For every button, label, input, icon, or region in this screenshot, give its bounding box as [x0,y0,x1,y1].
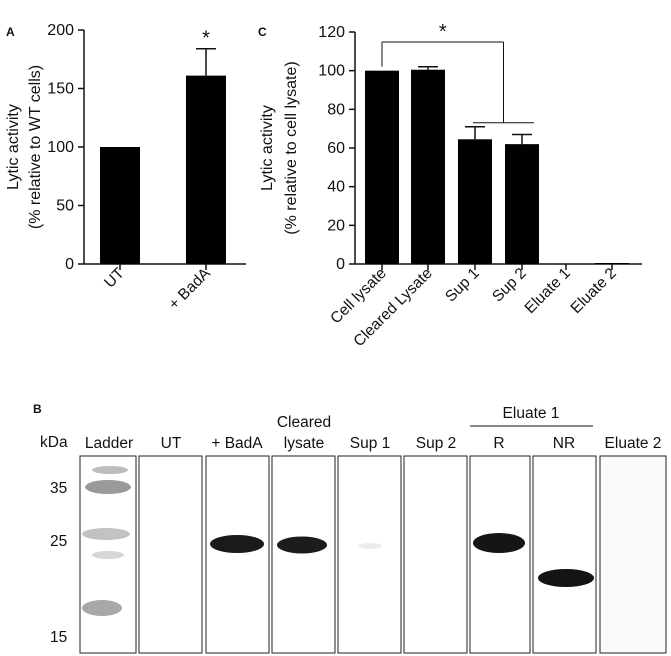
chart-a-x-tick-label: + BadA [166,264,215,313]
chart-c-y-tick-label: 20 [327,217,345,234]
chart-c-y-tick-label: 120 [318,24,345,41]
lane-label-ut: UT [161,435,182,452]
panel-letter-c: C [258,25,267,39]
chart-c-bar [458,139,492,264]
ladder-band-mid [92,551,124,559]
chart-c-y-tick-label: 40 [327,179,345,196]
chart-a-y-tick-label: 200 [47,22,74,39]
marker-25: 25 [50,533,67,550]
chart-c-x-tick-label: Eluate 1 [522,265,574,317]
band-bada [210,535,264,553]
lane-label-nr: NR [553,435,575,452]
chart-c-y-tick-label: 80 [327,101,345,118]
chart-a-y-tick-label: 50 [56,198,74,215]
chart-a-y-tick-label: 150 [47,81,74,98]
chart-a-significance-star: * [202,28,210,50]
lane-ut [138,455,203,654]
chart-c-bar [505,144,539,264]
ladder-band-15 [82,600,122,616]
lane-bada [205,455,270,654]
chart-a-y-label-line: Lytic activity [5,104,22,190]
lane-r [469,455,531,654]
chart-c-bar [411,69,445,264]
kda-label: kDa [40,434,68,451]
band-sup1-faint [358,543,382,549]
lane-label-cleared-lysate: lysate [284,435,325,452]
chart-c-y-axis-label: Lytic activity (% relative to cell lysate… [259,61,300,234]
lane-label-bada: + BadA [211,435,263,452]
lane-label-eluate2: Eluate 2 [605,435,662,452]
marker-35: 35 [50,480,67,497]
chart-c-bar [595,263,629,264]
eluate-1-group-label: Eluate 1 [503,405,560,422]
ladder-band-upper [92,466,128,474]
lane-label-r: R [493,435,504,452]
chart-c-significance-star: * [439,21,447,43]
chart-a-bar [186,75,226,264]
chart-a-y-axis-label: Lytic activity (% relative to WT cells) [5,65,44,229]
lane-label-sup1: Sup 1 [350,435,391,452]
lane-label-ladder: Ladder [85,435,133,452]
panel-letter-b: B [33,402,42,416]
chart-c: Lytic activity (% relative to cell lysate… [259,21,642,350]
chart-c-x-tick-label: Sup 2 [489,265,530,306]
chart-c-y-tick-label: 60 [327,140,345,157]
lane-eluate2 [599,455,667,654]
chart-a-bar [100,147,140,264]
chart-a-y-tick-label: 100 [47,139,74,156]
band-nr [538,569,594,587]
western-blot: kDa 35 25 15 Cleared Eluate 1 Ladder UT … [40,405,667,654]
chart-c-y-tick-label: 0 [336,256,345,273]
chart-c-y-label-line: (% relative to cell lysate) [283,61,300,234]
ladder-band-25 [82,528,130,540]
chart-a-x-tick-label: UT [101,264,128,291]
chart-c-x-tick-label: Eluate 2 [568,265,620,317]
marker-15: 15 [50,629,67,646]
band-cleared-lysate [277,536,327,554]
cleared-header: Cleared [277,414,331,431]
chart-c-y-tick-label: 100 [318,63,345,80]
chart-a-y-tick-label: 0 [65,256,74,273]
chart-c-x-tick-label: Cleared Lysate [350,265,435,350]
chart-a: Lytic activity (% relative to WT cells) 0… [5,22,246,313]
lane-label-sup2: Sup 2 [416,435,457,452]
lane-nr [532,455,597,654]
lane-sup2 [403,455,468,654]
chart-c-y-label-line: Lytic activity [259,105,276,191]
chart-c-x-tick-label: Sup 1 [442,265,483,306]
ladder-band-35 [85,480,131,494]
lane-cleared-lysate [271,455,336,654]
chart-c-bar [365,70,399,265]
band-r [473,533,525,553]
chart-a-y-label-line: (% relative to WT cells) [27,65,44,229]
lane-sup1 [337,455,402,654]
panel-letter-a: A [6,25,15,39]
